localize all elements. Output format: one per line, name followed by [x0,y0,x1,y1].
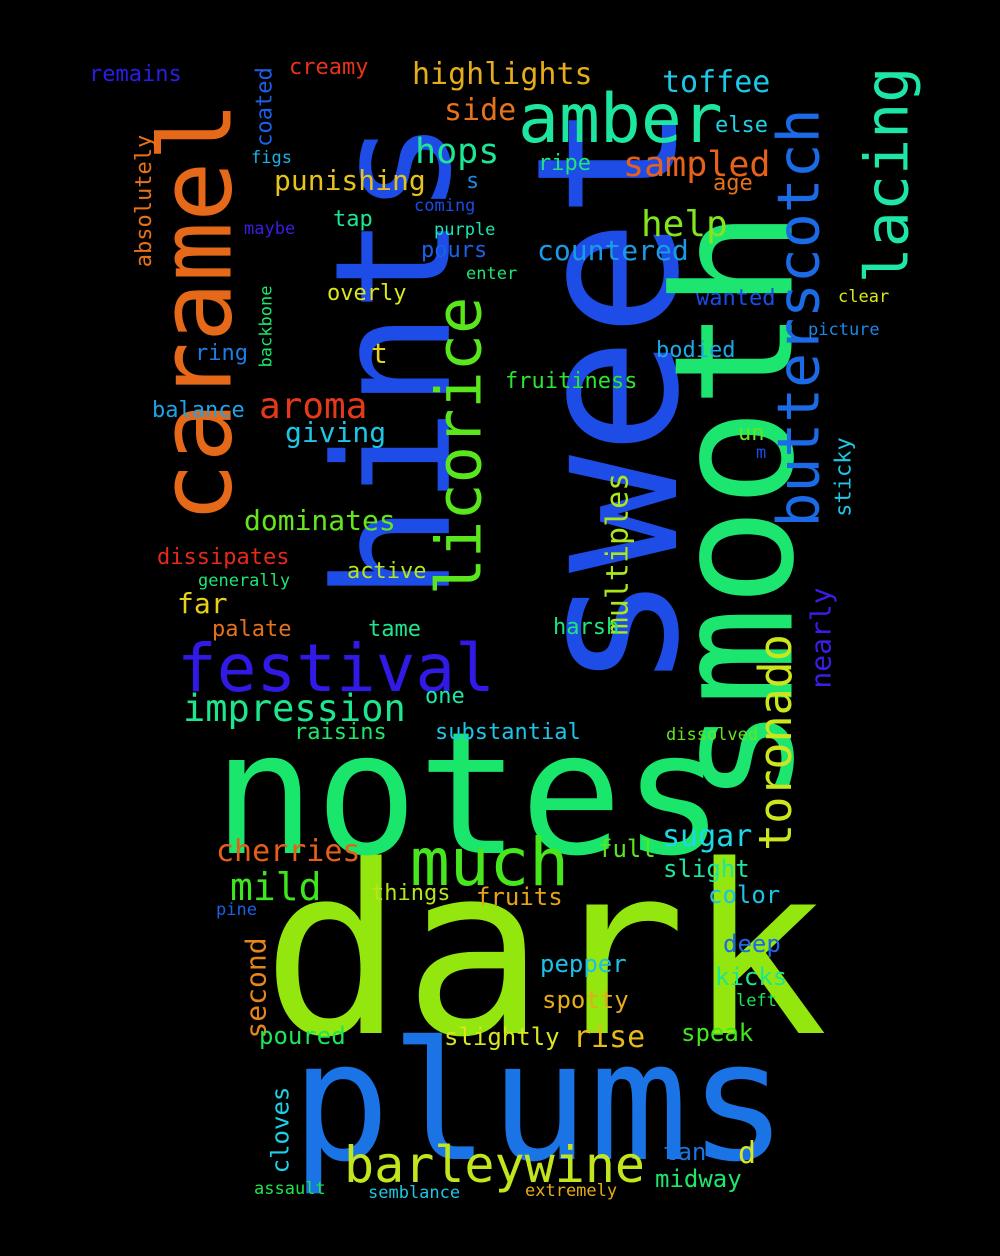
word-coming: coming [414,196,476,216]
word-full: full [598,835,656,863]
word-wanted: wanted [696,286,776,311]
word-butterscotch: butterscotch [764,108,833,528]
word-left: left [736,991,777,1011]
word-maybe: maybe [244,219,296,239]
word-else: else [715,113,768,138]
word-barleywine: barleywine [344,1136,646,1194]
word-balance: balance [152,398,245,423]
word-toronado: toronado [748,634,802,851]
word-speak: speak [681,1019,754,1047]
word-slight: slight [663,855,750,883]
word-highlights: highlights [412,57,593,92]
word-d: d [738,1136,757,1171]
word-deep: deep [723,930,781,958]
word-palate: palate [212,617,292,642]
word-generally: generally [198,571,291,591]
word-ripe: ripe [538,151,591,176]
word-plums: plums [291,1006,788,1198]
word-far: far [177,587,228,620]
word-dissolved: dissolved [666,725,759,745]
word-caramel: caramel [137,101,255,523]
word-assault: assault [254,1179,326,1199]
word-age: age [713,171,753,196]
word-purple: purple [434,220,496,240]
word-multiples: multiples [600,472,636,636]
word-poured: poured [259,1022,346,1050]
word-festival: festival [177,630,495,707]
word-substantial: substantial [435,720,581,745]
word-s: s [466,169,480,194]
word-absolutely: absolutely [132,134,158,268]
word-spotty: spotty [542,986,629,1014]
word-hops: hops [415,132,500,172]
word-one: one [425,684,465,709]
word-fruitiness: fruitiness [505,369,638,394]
word-figs: figs [251,148,292,168]
word-active: active [347,559,427,584]
word-kicks: kicks [715,963,788,991]
word-notes: notes [213,696,725,894]
word-enter: enter [466,264,518,284]
word-amber: amber [518,80,723,159]
word-rise: rise [573,1020,646,1055]
word-clear: clear [838,287,890,307]
word-giving: giving [285,416,387,449]
word-punishing: punishing [274,164,426,197]
word-bodied: bodied [656,338,736,363]
word-picture: picture [808,320,880,340]
word-un: un [738,421,765,446]
word-things: things [371,881,451,906]
word-raisins: raisins [294,720,387,745]
word-sugar: sugar [662,819,753,854]
word-pours: pours [421,238,488,263]
word-backbone: backbone [256,285,277,368]
word-countered: countered [537,234,689,267]
word-much: much [410,824,569,901]
word-lacing: lacing [852,66,923,284]
word-ring: ring [195,341,248,366]
word-tame: tame [368,617,421,642]
word-dark: dark [262,816,828,1089]
word-semblance: semblance [368,1183,461,1203]
word-aroma: aroma [259,386,368,427]
word-sticky: sticky [831,437,857,517]
word-coated: coated [252,67,278,147]
word-toffee: toffee [662,65,771,100]
word-impression: impression [183,687,406,730]
word-cloves: cloves [266,1086,295,1174]
word-overly: overly [327,281,407,306]
word-dissipates: dissipates [157,545,290,570]
word-pepper: pepper [540,950,627,978]
word-cherries: cherries [216,834,361,869]
word-side: side [444,93,517,128]
word-fruits: fruits [476,883,563,911]
word-tan: tan [663,1138,707,1166]
word-remains: remains [89,62,182,87]
word-harsh: harsh [553,615,620,640]
word-color: color [708,881,781,909]
word-m: m [756,443,767,463]
word-pine: pine [216,900,257,920]
word-mild: mild [230,865,322,909]
word-slightly: slightly [444,1023,560,1051]
word-tap: tap [333,207,373,232]
word-t: t [371,337,388,370]
word-licorice: licorice [422,296,496,596]
word-midway: midway [655,1165,742,1193]
word-nearly: nearly [804,587,838,689]
word-sampled: sampled [623,145,771,185]
word-extremely: extremely [525,1181,618,1201]
word-dominates: dominates [244,504,396,537]
word-creamy: creamy [289,55,369,80]
word-help: help [641,204,728,245]
